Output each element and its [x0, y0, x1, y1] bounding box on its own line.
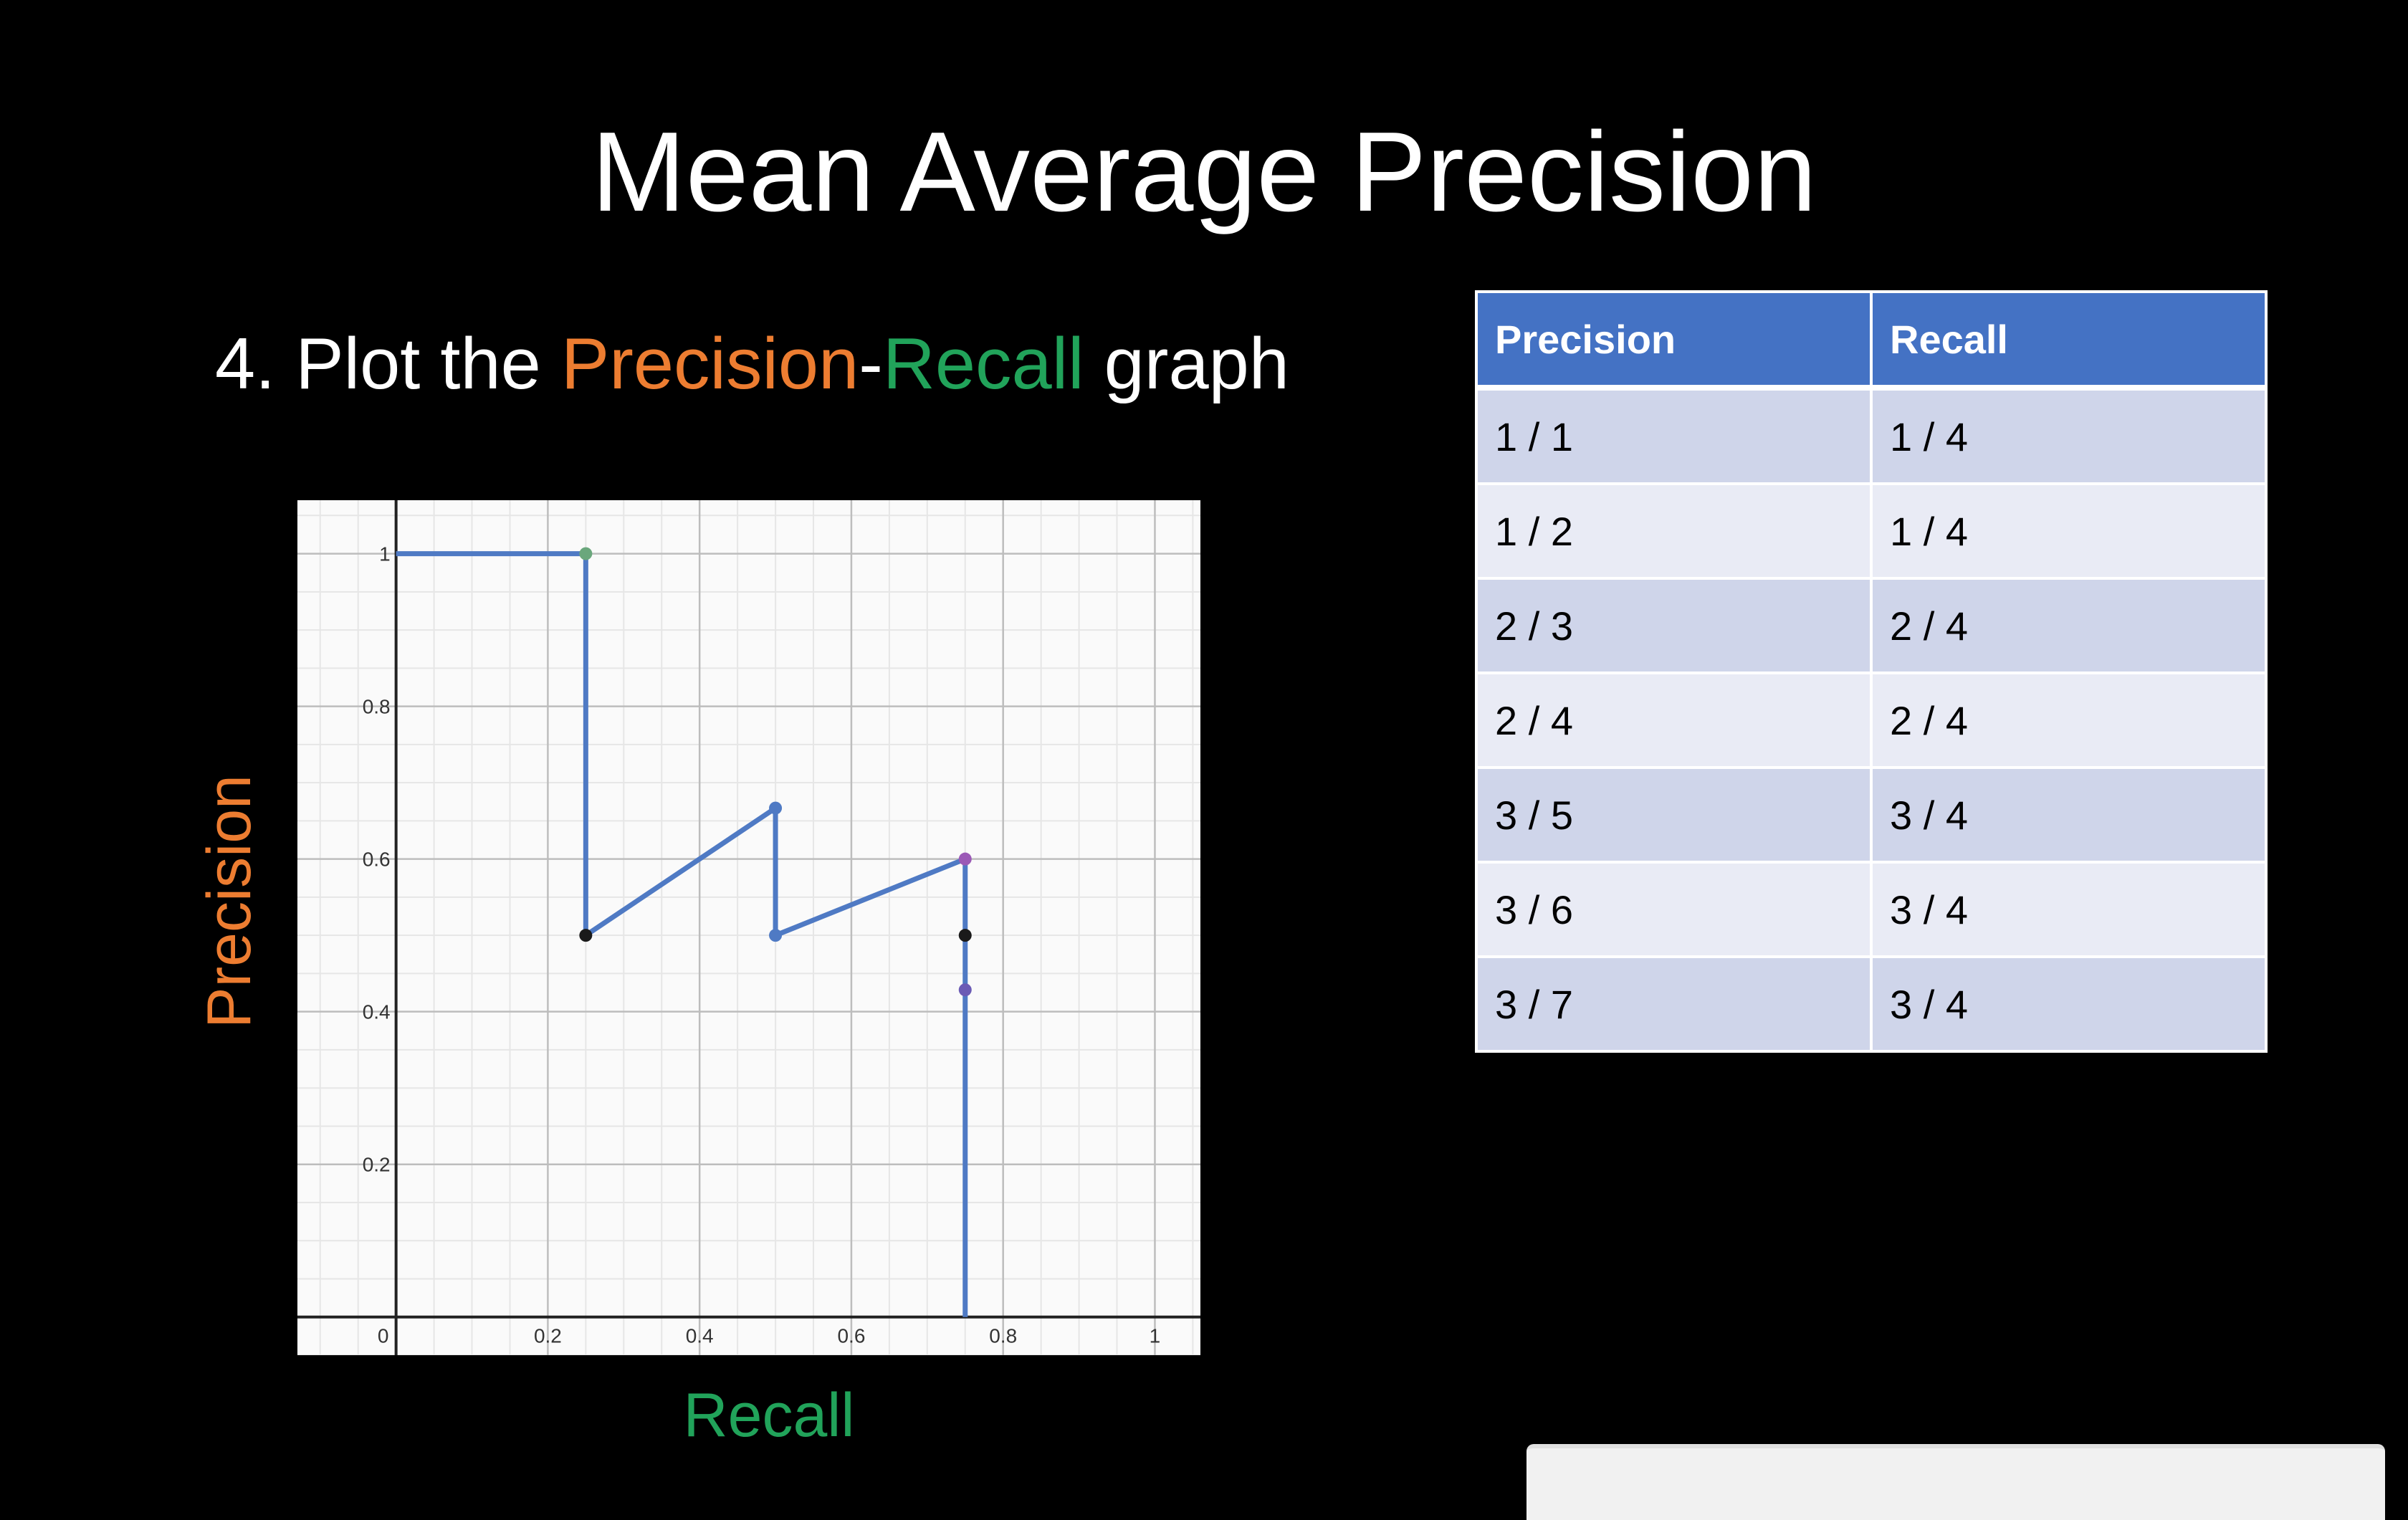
grid-minor — [297, 500, 1200, 1355]
y-tick-label: 0.2 — [363, 1154, 391, 1176]
table-header-row: Precision Recall — [1475, 290, 2268, 391]
data-point — [769, 929, 783, 942]
step-dash: - — [859, 324, 883, 404]
x-tick-label: 0.8 — [989, 1325, 1017, 1347]
cell-recall: 3 / 4 — [1870, 955, 2268, 1053]
cell-recall: 1 / 4 — [1870, 386, 2268, 485]
header-recall: Recall — [1870, 290, 2268, 391]
step-suffix: graph — [1084, 324, 1289, 404]
y-axis-label: Precision — [195, 775, 264, 1028]
data-point — [769, 801, 783, 815]
x-tick-label: 0.4 — [686, 1325, 714, 1347]
overlay-panel — [1526, 1444, 2385, 1520]
table-row: 2 / 3 2 / 4 — [1475, 577, 2268, 674]
axes — [297, 500, 1200, 1355]
cell-precision: 3 / 6 — [1475, 861, 1873, 958]
table-row: 1 / 1 1 / 4 — [1475, 386, 2268, 485]
tick-labels: 0 0.2 0.4 0.6 0.8 1 0.2 0.4 0.6 0.8 1 — [363, 543, 1161, 1347]
x-axis-label: Recall — [683, 1381, 855, 1450]
data-point — [958, 983, 972, 997]
step-word-recall: Recall — [882, 324, 1084, 404]
x-tick-label: 1 — [1150, 1325, 1161, 1347]
cell-precision: 1 / 1 — [1475, 386, 1873, 485]
cell-precision: 2 / 4 — [1475, 671, 1873, 769]
data-point — [958, 852, 972, 866]
x-tick-label: 0.2 — [534, 1325, 562, 1347]
table-row: 3 / 6 3 / 4 — [1475, 861, 2268, 958]
cell-recall: 3 / 4 — [1870, 861, 2268, 958]
chart-svg: 0 0.2 0.4 0.6 0.8 1 0.2 0.4 0.6 0.8 1 — [297, 500, 1200, 1355]
cell-recall: 3 / 4 — [1870, 766, 2268, 864]
precision-recall-chart: 0 0.2 0.4 0.6 0.8 1 0.2 0.4 0.6 0.8 1 — [297, 500, 1200, 1355]
table-row: 3 / 7 3 / 4 — [1475, 955, 2268, 1053]
data-point — [579, 929, 593, 942]
step-prefix: 4. Plot the — [215, 324, 561, 404]
cell-precision: 3 / 5 — [1475, 766, 1873, 864]
table-row: 1 / 2 1 / 4 — [1475, 482, 2268, 580]
data-point — [958, 929, 972, 942]
cell-recall: 2 / 4 — [1870, 577, 2268, 674]
y-tick-label: 0.4 — [363, 1001, 391, 1023]
points-layer — [579, 547, 972, 997]
cell-precision: 1 / 2 — [1475, 482, 1873, 580]
step-word-precision: Precision — [560, 324, 859, 404]
data-point — [579, 547, 593, 560]
grid-major — [297, 500, 1200, 1355]
cell-precision: 2 / 3 — [1475, 577, 1873, 674]
y-tick-label: 1 — [379, 543, 391, 565]
cell-recall: 1 / 4 — [1870, 482, 2268, 580]
precision-recall-table: Precision Recall 1 / 1 1 / 4 1 / 2 1 / 4… — [1475, 290, 2268, 1053]
cell-recall: 2 / 4 — [1870, 671, 2268, 769]
x-tick-label: 0.6 — [837, 1325, 865, 1347]
table-row: 2 / 4 2 / 4 — [1475, 671, 2268, 769]
header-precision: Precision — [1475, 290, 1873, 391]
y-tick-label: 0.8 — [363, 696, 391, 718]
y-tick-label: 0.6 — [363, 849, 391, 871]
step-heading: 4. Plot the Precision-Recall graph — [215, 321, 1289, 407]
slide-title: Mean Average Precision — [591, 109, 1817, 235]
table-row: 3 / 5 3 / 4 — [1475, 766, 2268, 864]
x-tick-label: 0 — [378, 1325, 389, 1347]
cell-precision: 3 / 7 — [1475, 955, 1873, 1053]
